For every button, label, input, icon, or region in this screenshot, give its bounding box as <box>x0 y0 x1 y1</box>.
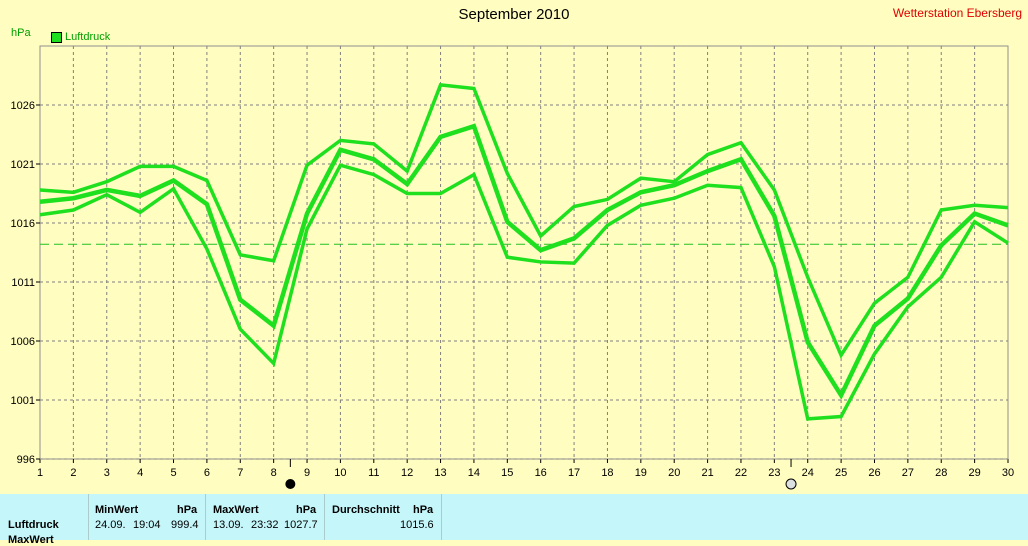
x-tick-label: 12 <box>401 467 413 479</box>
legend-label: Luftdruck <box>65 31 111 43</box>
x-tick-label: 30 <box>1002 467 1014 479</box>
x-tick-label: 25 <box>835 467 847 479</box>
y-tick-label: 1026 <box>11 100 35 112</box>
x-tick-label: 22 <box>735 467 747 479</box>
x-tick-label: 9 <box>304 467 310 479</box>
y-tick-label: 1011 <box>11 277 35 289</box>
stats-max-unit: hPa <box>296 504 317 516</box>
legend-swatch <box>51 31 62 43</box>
x-tick-label: 29 <box>968 467 980 479</box>
x-tick-label: 15 <box>501 467 513 479</box>
stats-min-date: 24.09. <box>95 519 126 531</box>
x-tick-label: 23 <box>768 467 780 479</box>
plot-area-border <box>39 45 1009 460</box>
stats-avg-value: 1015.6 <box>400 519 434 531</box>
series-line-mean <box>39 123 1009 400</box>
x-tick-label: 5 <box>170 467 176 479</box>
y-axis-unit: hPa <box>11 27 31 39</box>
stats-min-header: MinWert <box>95 504 139 516</box>
x-tick-label: 17 <box>568 467 580 479</box>
x-tick-label: 14 <box>468 467 480 479</box>
stats-row-label-2: MaxWert <box>8 534 54 546</box>
x-tick-label: 20 <box>668 467 680 479</box>
x-tick-label: 28 <box>935 467 947 479</box>
x-tick-label: 19 <box>635 467 647 479</box>
y-tick-label: 1006 <box>11 336 35 348</box>
new-moon-icon <box>285 479 296 489</box>
x-tick-label: 2 <box>70 467 76 479</box>
legend: Luftdruck <box>51 31 110 43</box>
stats-avg-cell: Durchschnitt hPa 1015.6 <box>324 494 442 540</box>
x-tick-label: 10 <box>334 467 346 479</box>
y-tick-label: 1001 <box>11 395 35 407</box>
x-tick-label: 16 <box>535 467 547 479</box>
stats-min-value: 999.4 <box>171 519 199 531</box>
x-tick-label: 6 <box>204 467 210 479</box>
full-moon-icon <box>785 478 797 490</box>
stats-max-value: 1027.7 <box>284 519 318 531</box>
station-name: Wetterstation Ebersberg <box>892 6 1022 20</box>
x-tick-label: 21 <box>701 467 713 479</box>
x-tick-label: 7 <box>237 467 243 479</box>
x-tick-label: 1 <box>37 467 43 479</box>
pressure-chart: 1 2 3 4 5 6 7 8 9 10 11 12 13 14 15 16 17 18 19 20 21 22 23 24 2… <box>11 45 1014 490</box>
stats-min-time: 19:04 <box>133 519 161 531</box>
y-tick-label: 1021 <box>11 159 35 171</box>
stats-max-header: MaxWert <box>213 504 259 516</box>
series-line-min <box>39 163 1009 421</box>
stats-avg-header: Durchschnitt <box>332 504 400 516</box>
stats-min-cell: MinWert hPa 24.09. 19:04 999.4 <box>88 494 205 540</box>
x-tick-label: 26 <box>868 467 880 479</box>
y-tick-label: 996 <box>17 454 35 466</box>
x-tick-label: 3 <box>104 467 110 479</box>
stats-max-date: 13.09. <box>213 519 244 531</box>
stats-max-time: 23:32 <box>251 519 279 531</box>
x-tick-label: 11 <box>368 467 379 479</box>
x-tick-label: 4 <box>137 467 143 479</box>
chart-title: September 2010 <box>458 6 570 23</box>
x-tick-label: 27 <box>902 467 914 479</box>
x-tick-label: 13 <box>434 467 446 479</box>
y-tick-label: 1016 <box>11 218 35 230</box>
x-tick-label: 24 <box>802 467 814 479</box>
x-tick-label: 18 <box>601 467 613 479</box>
series-line-max <box>39 83 1009 359</box>
x-tick-label: 8 <box>271 467 277 479</box>
stats-min-unit: hPa <box>177 504 198 516</box>
stats-max-cell: MaxWert hPa 13.09. 23:32 1027.7 <box>205 494 324 540</box>
stats-avg-unit: hPa <box>413 504 434 516</box>
stats-panel: Luftdruck MaxWert MinWert hPa 24.09. 19:… <box>0 494 1028 546</box>
stats-row-label: Luftdruck <box>8 519 59 531</box>
